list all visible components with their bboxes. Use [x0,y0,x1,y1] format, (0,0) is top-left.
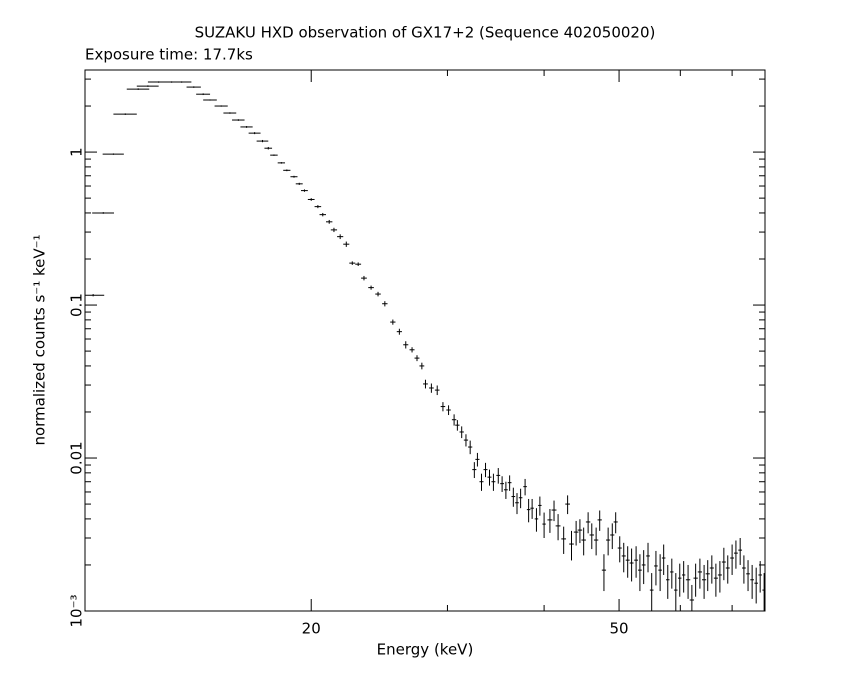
y-tick-label: 0.1 [68,293,86,317]
y-tick-label: 0.01 [68,441,86,474]
plot-frame [84,69,766,612]
y-tick-label: 1 [68,147,86,157]
x-tick-label: 20 [302,620,321,638]
x-axis-label: Energy (keV) [377,641,474,659]
y-tick-label: 10⁻³ [68,594,86,627]
data-layer [85,81,765,611]
chart-subtitle: Exposure time: 17.7ks [85,46,253,64]
x-tick-label: 50 [610,620,629,638]
y-axis-label: normalized counts s⁻¹ keV⁻¹ [31,234,49,445]
chart-title: SUZAKU HXD observation of GX17+2 (Sequen… [195,24,656,42]
